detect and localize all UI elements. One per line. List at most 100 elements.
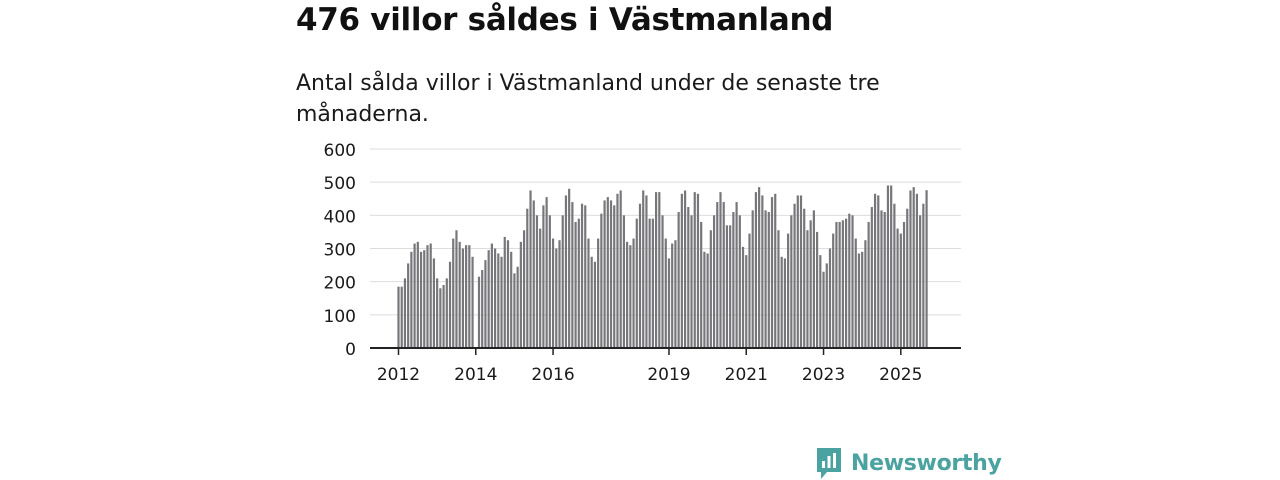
bar xyxy=(516,266,519,348)
bar xyxy=(503,236,506,348)
y-tick-label-0: 0 xyxy=(345,340,356,360)
bar xyxy=(919,215,922,348)
bar xyxy=(400,286,403,348)
bar xyxy=(883,212,886,348)
bar xyxy=(722,202,725,348)
bar xyxy=(529,190,532,348)
bar xyxy=(603,200,606,348)
bar xyxy=(481,270,484,348)
bar xyxy=(403,278,407,348)
bar xyxy=(626,241,629,348)
bar xyxy=(857,253,861,348)
newsworthy-logo[interactable]: Newsworthy xyxy=(815,446,1002,480)
brand-name: Newsworthy xyxy=(851,450,1002,476)
bar xyxy=(590,256,593,348)
bar xyxy=(899,233,902,348)
bar xyxy=(741,246,745,348)
bar xyxy=(854,238,857,348)
bar xyxy=(745,255,748,348)
bar xyxy=(793,203,796,348)
bar xyxy=(580,203,584,348)
bar xyxy=(455,230,458,348)
page-title: 476 villor såldes i Västmanland xyxy=(296,2,834,38)
bar xyxy=(407,263,410,348)
y-tick-label-300: 300 xyxy=(324,241,356,261)
bar xyxy=(571,202,574,348)
bar xyxy=(851,215,854,348)
bar xyxy=(465,245,468,348)
bar xyxy=(635,218,638,348)
bar xyxy=(490,243,493,348)
bar xyxy=(812,210,815,348)
y-tick-label-100: 100 xyxy=(324,307,356,327)
x-tick-label-2012: 2012 xyxy=(377,365,420,385)
x-tick-label-2023: 2023 xyxy=(802,365,845,385)
bar xyxy=(822,271,825,348)
bar xyxy=(828,248,832,348)
bar xyxy=(835,221,838,348)
y-tick-label-600: 600 xyxy=(324,141,356,161)
bar xyxy=(767,212,770,348)
bar xyxy=(661,215,664,348)
bar xyxy=(545,197,548,348)
bar xyxy=(877,195,880,348)
bar xyxy=(542,205,545,348)
bar xyxy=(426,245,429,348)
bar xyxy=(442,284,445,348)
bar xyxy=(809,220,812,348)
bar xyxy=(873,193,877,348)
bar xyxy=(664,238,667,348)
bar xyxy=(867,221,870,348)
bar xyxy=(568,188,571,348)
bar xyxy=(761,195,764,348)
bar xyxy=(844,218,848,348)
bar xyxy=(816,231,819,348)
bar xyxy=(477,276,481,348)
bar xyxy=(716,202,719,348)
bar xyxy=(574,221,577,348)
bar xyxy=(861,251,864,348)
bar xyxy=(696,193,700,348)
bar xyxy=(770,197,774,348)
bar xyxy=(648,218,651,348)
bar xyxy=(577,218,580,348)
bar xyxy=(790,215,793,348)
bar xyxy=(410,251,413,348)
bar xyxy=(841,220,844,348)
bar xyxy=(735,202,738,348)
bar xyxy=(468,245,471,348)
bar xyxy=(690,215,693,348)
bar xyxy=(539,228,542,348)
bar xyxy=(902,221,906,348)
bar xyxy=(787,233,790,348)
bar xyxy=(758,187,761,348)
bar-chart: 0 100 200 300 400 500 600 2012 2014 2016 2019 2021… xyxy=(324,0,961,385)
bar xyxy=(619,190,622,348)
bar xyxy=(680,193,683,348)
bar xyxy=(803,208,806,348)
bar xyxy=(880,210,883,348)
bar xyxy=(638,203,642,348)
bar xyxy=(558,240,561,348)
bar xyxy=(519,241,522,348)
x-axis-ticks xyxy=(397,348,902,355)
x-tick-label-2016: 2016 xyxy=(531,365,574,385)
bar xyxy=(548,215,551,348)
bar xyxy=(642,190,645,348)
bar xyxy=(413,243,416,348)
bar xyxy=(555,248,558,348)
bar xyxy=(606,197,609,348)
bar xyxy=(706,253,709,348)
bar xyxy=(551,238,555,348)
bar xyxy=(864,240,867,348)
bar xyxy=(419,251,423,348)
bar xyxy=(487,250,490,348)
x-tick-label-2021: 2021 xyxy=(725,365,768,385)
bar xyxy=(700,221,703,348)
bar xyxy=(703,251,706,348)
bar xyxy=(806,230,809,348)
bar xyxy=(597,238,600,348)
bar xyxy=(500,256,503,348)
bar xyxy=(445,278,448,348)
bar xyxy=(667,258,671,348)
